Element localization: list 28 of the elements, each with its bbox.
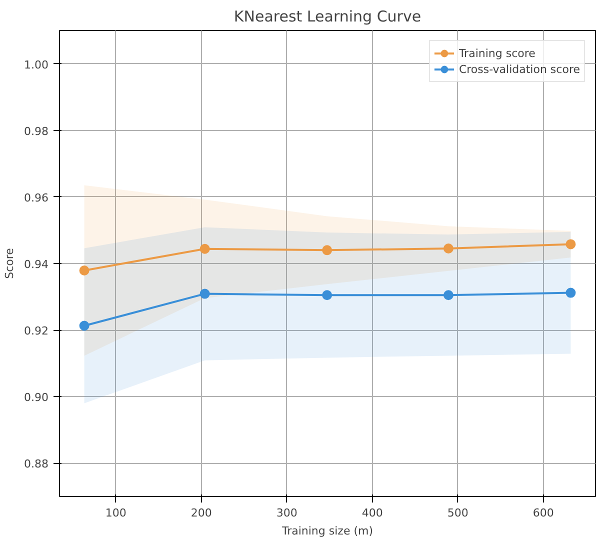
- y-tick-label: 0.94: [24, 258, 49, 271]
- x-axis-title: Training size (m): [280, 524, 374, 538]
- point: [322, 290, 332, 300]
- chart-title: KNearest Learning Curve: [234, 8, 422, 26]
- legend-label: Cross-validation score: [458, 62, 580, 77]
- x-tick-label: 400: [362, 506, 383, 520]
- point: [443, 290, 454, 300]
- point: [443, 244, 454, 254]
- x-tick-label: 300: [276, 506, 298, 520]
- point: [200, 288, 210, 299]
- y-tick-label: 0.96: [24, 191, 49, 204]
- y-tick-label: 1.00: [24, 58, 49, 72]
- legend-label: Training score: [458, 46, 536, 61]
- y-tick-label: 0.90: [24, 391, 49, 404]
- point: [79, 320, 90, 331]
- y-tick-label: 0.92: [24, 324, 49, 338]
- point: [322, 245, 332, 256]
- y-axis-title: Score: [3, 248, 16, 279]
- x-tick-label: 500: [447, 506, 468, 520]
- point: [200, 244, 210, 254]
- point: [566, 288, 576, 298]
- point: [566, 239, 576, 250]
- y-tick-label: 0.98: [24, 124, 49, 138]
- point: [79, 266, 90, 276]
- x-tick-label: 200: [190, 506, 212, 520]
- x-tick-label: 100: [105, 506, 126, 520]
- x-tick-label: 600: [532, 506, 554, 520]
- y-tick-label: 0.88: [24, 458, 49, 471]
